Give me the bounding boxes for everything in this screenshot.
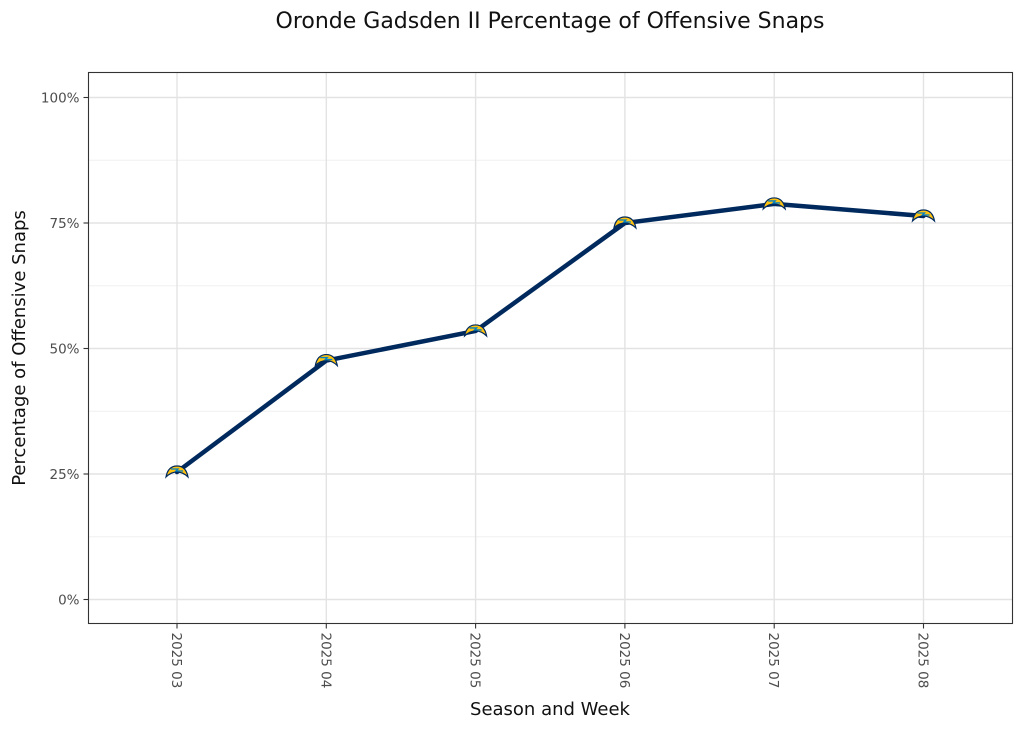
y-tick-label: 0% [58,593,80,609]
series-line [174,201,926,475]
x-axis: 2025 03 2025 04 2025 05 2025 06 2025 07 2025 … [168,623,931,689]
y-tick-label: 25% [49,467,79,483]
chargers-bolt-logo-icon [463,324,488,338]
x-tick-label: 2025 04 [317,633,333,689]
x-tick-label: 2025 07 [765,633,781,689]
x-tick-label: 2025 06 [616,633,632,689]
chargers-bolt-logo-icon [165,465,189,479]
y-tick-label: 75% [49,216,79,232]
y-axis-title: Percentage of Offensive Snaps [9,210,30,486]
chart-title: Oronde Gadsden II Percentage of Offensiv… [276,9,825,34]
grid [88,72,1013,624]
y-tick-label: 100% [41,91,80,107]
y-tick-label: 50% [49,342,79,358]
chargers-bolt-logo-icon [314,353,339,368]
series [165,197,936,479]
x-tick-label: 2025 03 [168,633,184,689]
x-axis-title: Season and Week [470,699,631,720]
x-tick-label: 2025 08 [915,633,931,689]
chargers-bolt-logo-icon [612,216,637,230]
y-axis: 0% 25% 50% 75% 100% [41,91,89,609]
chargers-bolt-logo-icon [762,197,787,211]
chargers-bolt-logo-icon [911,209,936,223]
x-tick-label: 2025 05 [467,633,483,689]
